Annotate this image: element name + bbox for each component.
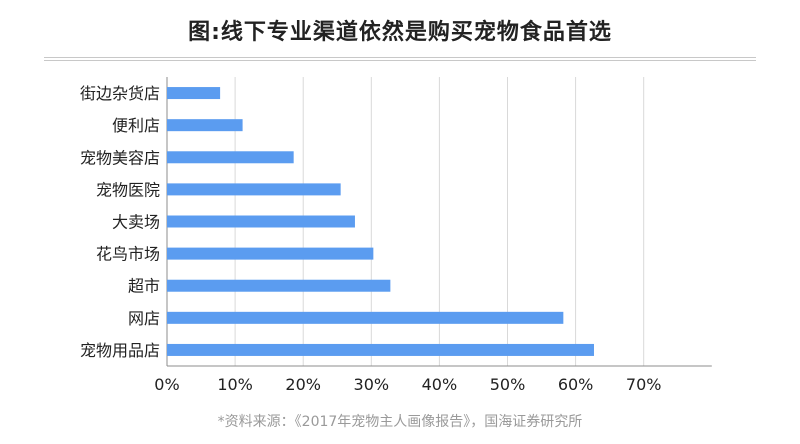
category-label: 便利店 [112, 116, 160, 135]
bar [167, 279, 391, 292]
category-label: 宠物医院 [96, 180, 160, 199]
bar [167, 119, 243, 132]
x-tick-label: 20% [285, 375, 321, 394]
bar [167, 247, 374, 260]
bar [167, 343, 594, 356]
bar [167, 183, 341, 196]
category-label: 宠物美容店 [80, 148, 160, 167]
bar [167, 215, 355, 228]
bar [167, 87, 221, 100]
title-divider [44, 57, 756, 61]
category-label: 花鸟市场 [96, 245, 160, 264]
category-label: 街边杂货店 [80, 84, 160, 103]
x-tick-label: 60% [558, 375, 594, 394]
x-tick-label: 30% [354, 375, 390, 394]
x-tick-label: 10% [217, 375, 253, 394]
chart-title: 图:线下专业渠道依然是购买宠物食品首选 [188, 20, 612, 45]
x-tick-label: 50% [490, 375, 526, 394]
category-label: 宠物用品店 [80, 341, 160, 360]
category-label: 超市 [128, 277, 160, 296]
x-tick-label: 40% [422, 375, 458, 394]
bar [167, 151, 294, 164]
category-label: 大卖场 [112, 213, 160, 232]
bar [167, 311, 564, 324]
source-note: *资料来源：《2017年宠物主人画像报告》，国海证券研究所 [217, 414, 583, 430]
x-tick-label: 0% [154, 375, 179, 394]
category-label: 网店 [128, 309, 160, 328]
x-tick-label: 70% [626, 375, 662, 394]
